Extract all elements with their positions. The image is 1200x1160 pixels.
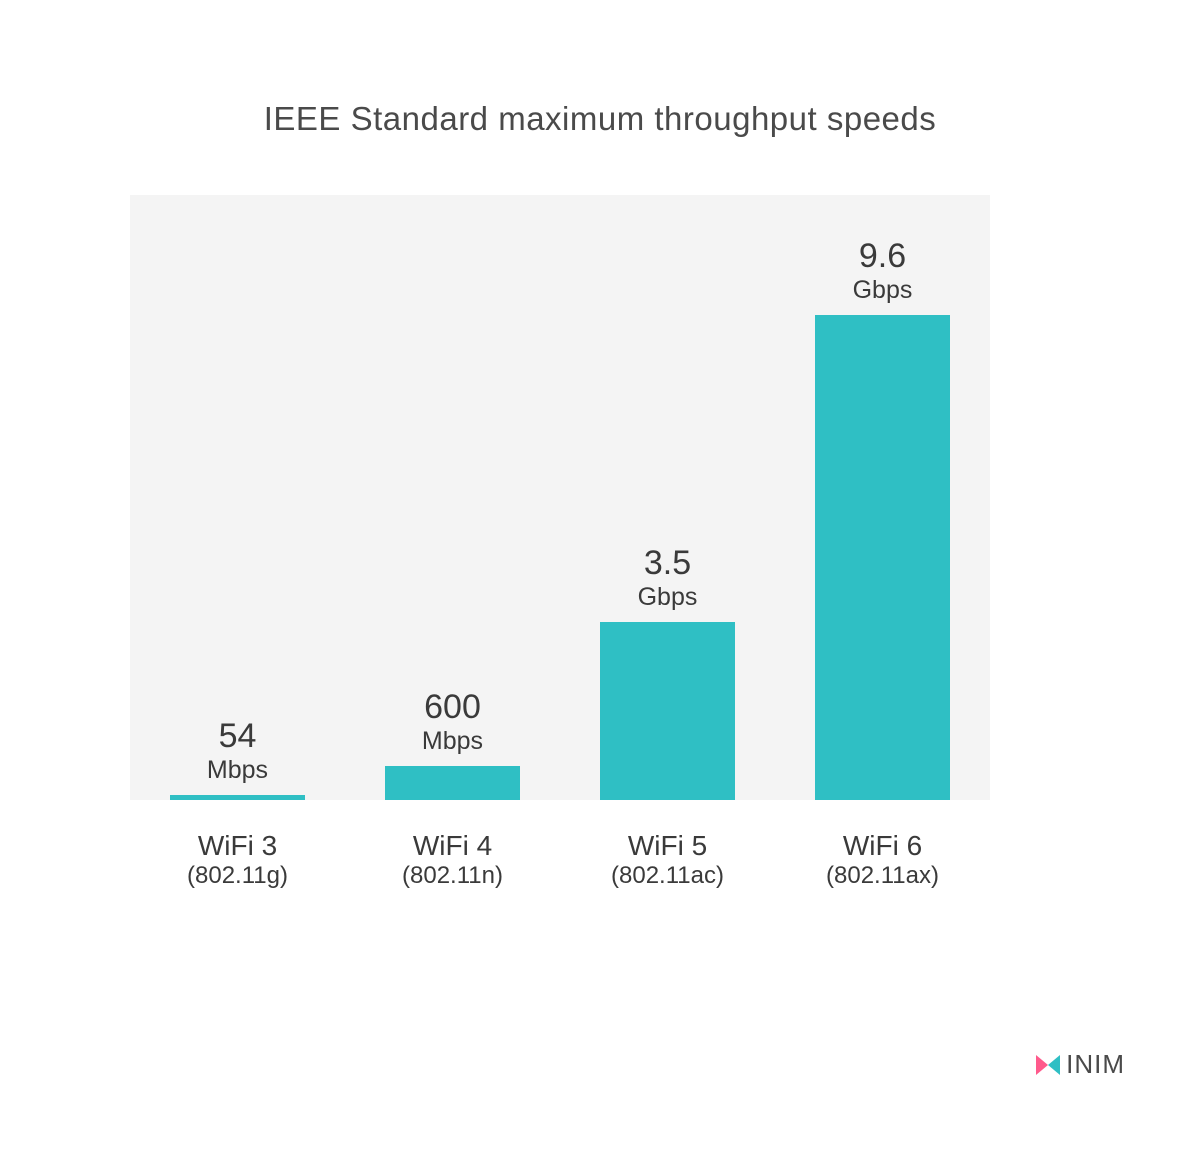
bar-label: 54 Mbps [130, 718, 345, 785]
brand-logo: INIM [1034, 1049, 1125, 1080]
bar-col: 54 Mbps [130, 195, 345, 800]
x-label: WiFi 4 (802.11n) [345, 830, 560, 890]
bars-container: 54 Mbps 600 Mbps 3.5 Gbps 9.6 Gbps [130, 195, 990, 800]
x-label: WiFi 6 (802.11ax) [775, 830, 990, 890]
bar-col: 9.6 Gbps [775, 195, 990, 800]
bar-col: 600 Mbps [345, 195, 560, 800]
x-label-sub: (802.11g) [130, 862, 345, 890]
bar [170, 795, 305, 800]
x-label-name: WiFi 4 [345, 830, 560, 862]
x-label-name: WiFi 6 [775, 830, 990, 862]
bar-value: 3.5 [560, 545, 775, 582]
bar-unit: Gbps [775, 275, 990, 305]
bar [600, 622, 735, 800]
x-label-name: WiFi 3 [130, 830, 345, 862]
logo-icon [1034, 1051, 1062, 1079]
bar [815, 315, 950, 800]
x-label: WiFi 3 (802.11g) [130, 830, 345, 890]
bar-label: 3.5 Gbps [560, 545, 775, 612]
bar-unit: Gbps [560, 582, 775, 612]
bar [385, 766, 520, 800]
logo-text: INIM [1066, 1049, 1125, 1080]
chart-title: IEEE Standard maximum throughput speeds [0, 0, 1200, 138]
bar-value: 54 [130, 718, 345, 755]
bar-col: 3.5 Gbps [560, 195, 775, 800]
chart-plot-area: 54 Mbps 600 Mbps 3.5 Gbps 9.6 Gbps [130, 195, 990, 800]
bar-label: 9.6 Gbps [775, 238, 990, 305]
bar-label: 600 Mbps [345, 689, 560, 756]
x-label-sub: (802.11n) [345, 862, 560, 890]
x-label-sub: (802.11ax) [775, 862, 990, 890]
x-label-sub: (802.11ac) [560, 862, 775, 890]
bar-value: 9.6 [775, 238, 990, 275]
bar-unit: Mbps [130, 755, 345, 785]
x-axis-labels: WiFi 3 (802.11g) WiFi 4 (802.11n) WiFi 5… [130, 830, 990, 890]
x-label-name: WiFi 5 [560, 830, 775, 862]
x-label: WiFi 5 (802.11ac) [560, 830, 775, 890]
bar-value: 600 [345, 689, 560, 726]
bar-unit: Mbps [345, 726, 560, 756]
